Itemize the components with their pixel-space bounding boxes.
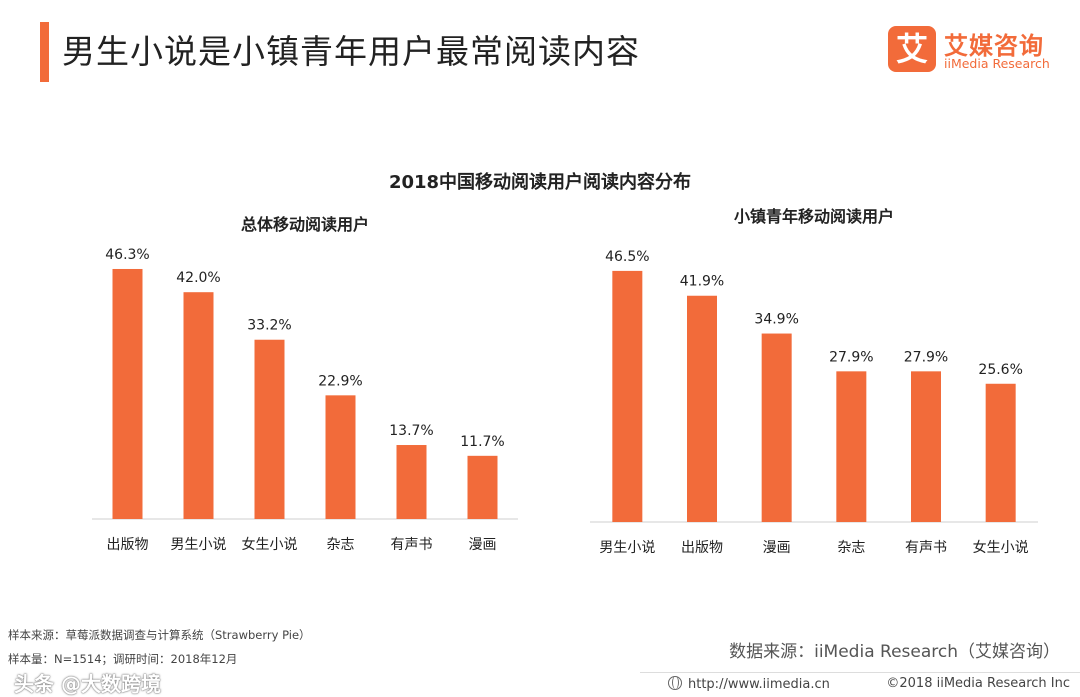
chart-1-category-label: 杂志 xyxy=(327,537,355,553)
footer-divider xyxy=(640,672,1080,673)
footer-url-link[interactable]: http://www.iimedia.cn xyxy=(668,676,830,692)
chart-2-value-label: 41.9% xyxy=(680,274,724,290)
chart-2-value-label: 34.9% xyxy=(754,312,798,328)
chart-2-value-label: 25.6% xyxy=(978,362,1022,378)
footnote-sample-size: 样本量：N=1514；调研时间：2018年12月 xyxy=(8,652,238,666)
title-accent-bar xyxy=(40,22,49,82)
brand-logo-block: 艾 艾媒咨询 iiMedia Research xyxy=(888,22,1060,76)
chart-2-category-label: 漫画 xyxy=(763,540,791,556)
chart-2-category-label: 杂志 xyxy=(837,540,865,556)
page-title: 男生小说是小镇青年用户最常阅读内容 xyxy=(62,32,640,71)
chart-2-bar xyxy=(761,333,792,522)
chart-1-category-label: 女生小说 xyxy=(242,536,298,553)
chart-1-category-label: 男生小说 xyxy=(171,537,227,553)
footer-url-text: http://www.iimedia.cn xyxy=(688,677,830,692)
chart-1-value-label: 46.3% xyxy=(105,247,149,263)
chart-1-bar xyxy=(254,339,285,519)
brand-name-cn: 艾媒咨询 xyxy=(944,32,1044,60)
chart-2-category-label: 出版物 xyxy=(681,540,723,556)
chart-1-title: 总体移动阅读用户 xyxy=(241,215,369,234)
chart-1-value-label: 42.0% xyxy=(176,270,220,286)
brand-name-en: iiMedia Research xyxy=(944,56,1050,71)
chart-2-bar xyxy=(612,270,643,522)
chart-2-category-label: 有声书 xyxy=(905,540,947,556)
watermark: 头条 @大数跨境 xyxy=(14,672,161,696)
chart-1-bar xyxy=(325,395,356,519)
chart-2-title: 小镇青年移动阅读用户 xyxy=(734,207,894,226)
chart-1-bar xyxy=(112,268,143,519)
chart-2-value-label: 27.9% xyxy=(904,349,948,365)
chart-1-value-label: 22.9% xyxy=(318,373,362,389)
chart-1-category-label: 漫画 xyxy=(469,537,497,553)
chart-2-value-label: 27.9% xyxy=(829,349,873,365)
chart-main-title: 2018中国移动阅读用户阅读内容分布 xyxy=(388,172,692,193)
chart-1-bar xyxy=(467,455,498,519)
chart-2-bar xyxy=(911,371,941,522)
chart-2-value-label: 46.5% xyxy=(605,249,649,265)
chart-2-bar xyxy=(836,371,867,522)
chart-1-bar xyxy=(396,445,427,519)
footnote-sample-source: 样本来源：草莓派数据调查与计算系统（Strawberry Pie） xyxy=(8,628,311,642)
globe-icon xyxy=(668,676,682,690)
chart-1-value-label: 11.7% xyxy=(460,434,504,450)
chart-1-category-label: 出版物 xyxy=(107,537,149,553)
chart-1-bar xyxy=(183,292,214,519)
chart-2-bar xyxy=(985,383,1016,522)
footer-copyright: ©2018 iiMedia Research Inc xyxy=(886,676,1070,691)
data-source: 数据来源：iiMedia Research（艾媒咨询） xyxy=(729,642,1060,662)
chart-1-value-label: 33.2% xyxy=(247,318,291,334)
brand-logo-icon: 艾 xyxy=(888,26,936,72)
chart-1-value-label: 13.7% xyxy=(389,423,433,439)
chart-2-bar xyxy=(687,295,717,522)
chart-2-category-label: 男生小说 xyxy=(599,540,655,556)
chart-2-category-label: 女生小说 xyxy=(973,539,1029,556)
chart-1-category-label: 有声书 xyxy=(391,537,433,553)
